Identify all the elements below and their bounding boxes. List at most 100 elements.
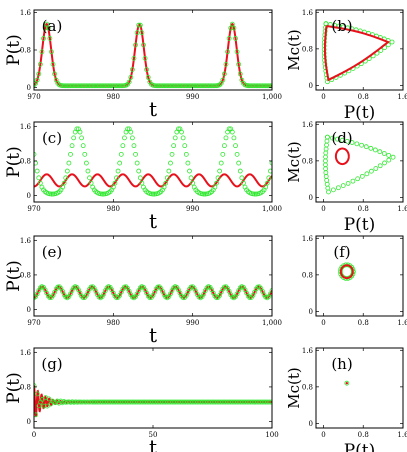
data-point [252,83,257,89]
x-tick-label: 980 [107,319,120,327]
data-point [150,191,156,197]
data-point [166,83,172,89]
axes-frame [33,121,273,203]
data-point [63,399,69,405]
data-point [128,75,134,80]
data-point [323,21,329,27]
data-point [83,160,89,166]
data-point [34,77,40,83]
data-point [201,399,207,405]
data-point [45,25,51,31]
data-point [109,399,115,405]
data-point [136,22,142,28]
data-point [229,129,235,135]
data-point [234,49,240,55]
data-point [199,83,205,89]
data-point [86,399,92,405]
data-point [66,160,72,166]
data-point [171,399,177,405]
data-point [129,399,135,405]
data-point [155,83,161,89]
data-point [99,399,105,405]
data-point [88,83,94,89]
data-point [164,83,170,89]
plot-area [34,284,272,301]
series-red-line [34,173,272,188]
plot-area [321,21,395,85]
x-tick-label: 0.8 [358,93,369,101]
data-point [63,83,69,89]
data-point [215,175,221,181]
y-axis-label: Mc(t) [285,29,303,71]
plot-area [34,383,272,418]
data-point [250,191,256,197]
x-tick-label: 980 [107,93,120,101]
data-point [87,175,92,181]
data-point [104,399,110,405]
x-tick-label: 0 [321,319,325,327]
data-point [69,143,75,149]
data-point [118,83,124,89]
data-point [234,151,240,157]
data-point [323,158,328,164]
panel-h: 0 0.8 1.6 0 0.8 1.6 P(t) Mc(t) (h) [285,347,407,452]
x-tick-label: 980 [107,205,120,213]
y-tick-label: 1.6 [20,237,32,245]
data-point [258,399,263,405]
y-axis-label: P(t) [4,34,24,66]
x-axis-label: P(t) [344,441,376,452]
data-point [228,25,234,31]
data-point [345,382,349,385]
data-point [190,180,196,186]
data-point [183,151,189,157]
plot-area [34,21,272,89]
data-point [152,83,157,89]
data-point [141,399,147,405]
data-point [175,83,181,89]
data-point [112,180,118,186]
x-tick-label: 0.8 [358,319,369,327]
panel-f: 0 0.8 1.6 0 0.8 1.6 (f) [302,235,407,327]
data-point [241,180,246,186]
data-point [120,83,126,89]
y-tick-label: 1.6 [302,121,314,129]
data-point [355,176,361,182]
x-tick-label: 970 [27,319,40,327]
data-point [243,399,248,405]
data-point [137,175,143,181]
data-point [174,83,180,89]
data-point [171,143,177,149]
data-point [173,399,179,405]
data-point [344,138,350,144]
series-green-markers [34,284,272,301]
data-point [381,151,387,156]
data-point [72,83,78,89]
panel-label: (c) [42,129,62,147]
data-point [219,399,225,405]
data-point [187,168,192,174]
data-point [339,137,345,143]
y-tick-label: 0.8 [302,157,313,165]
data-point [82,83,88,89]
plot-area [344,380,350,386]
data-point [221,71,227,77]
data-point [334,136,340,142]
y-tick-label: 0 [309,194,313,202]
data-point [255,83,261,89]
data-point [324,138,330,144]
data-point [34,82,37,88]
data-point [254,399,260,405]
data-point [263,83,269,89]
data-point [101,83,107,89]
data-point [178,399,184,405]
data-point [248,399,253,405]
data-point [139,180,145,186]
data-point [69,83,75,89]
data-point [120,143,126,149]
axes-frame [315,121,404,203]
data-point [202,191,208,197]
data-point [359,142,365,148]
data-point [91,83,97,89]
data-point [52,71,58,77]
data-point [183,83,189,89]
